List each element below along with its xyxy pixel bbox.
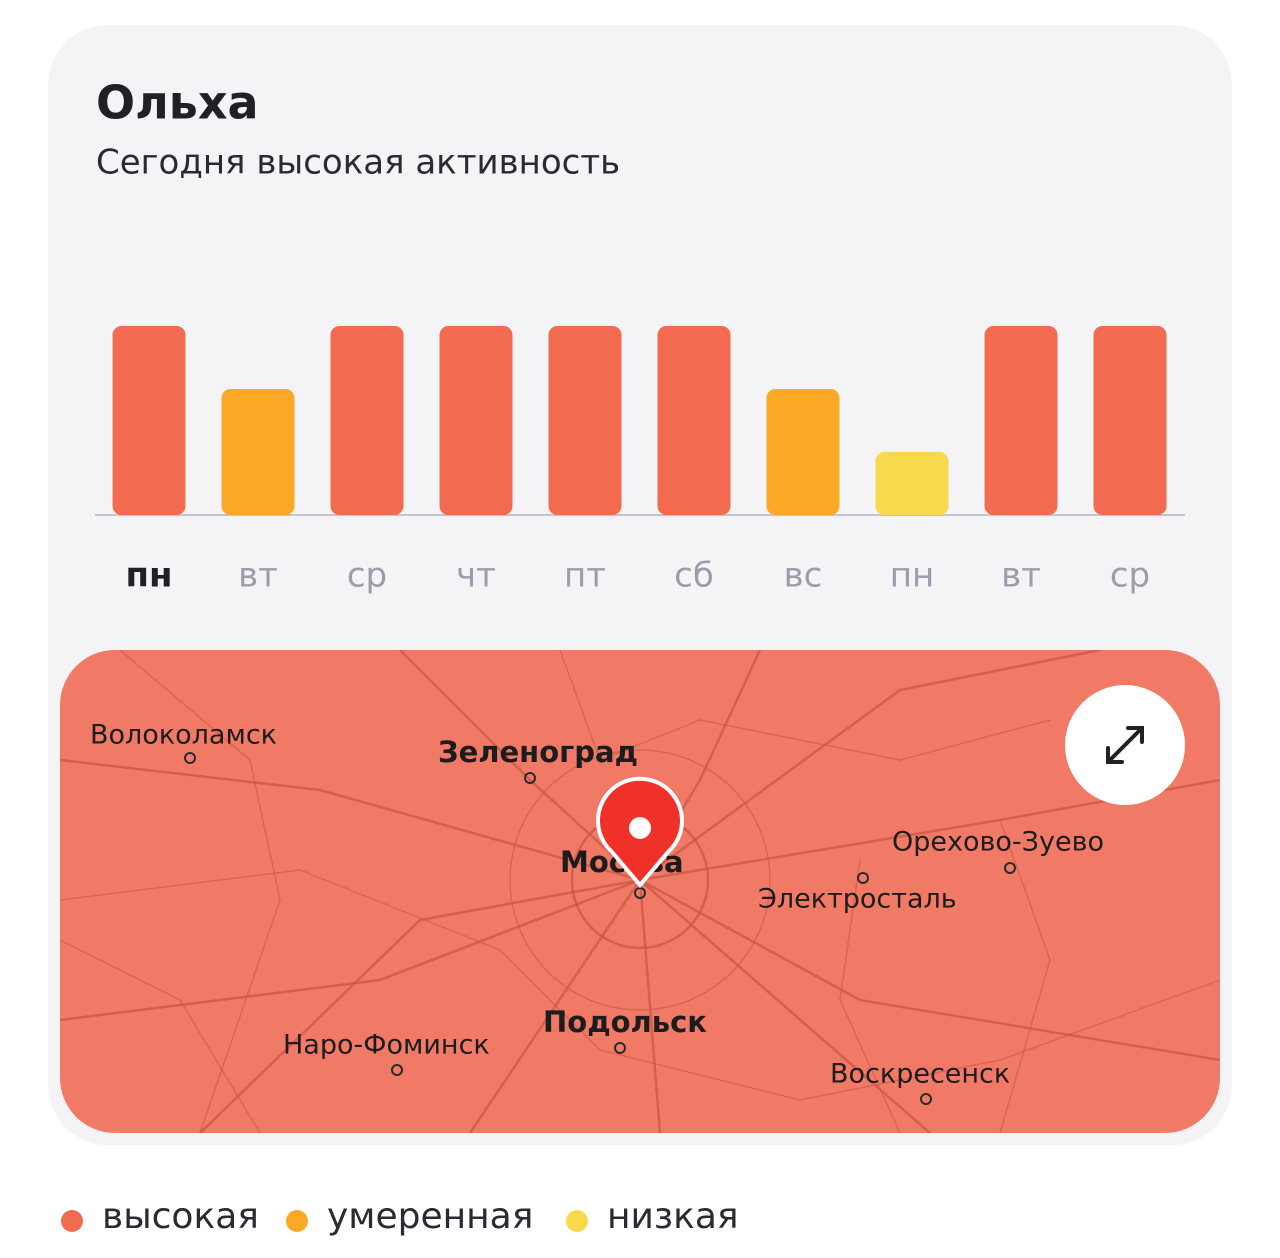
- legend-label: низкая: [607, 1196, 739, 1237]
- x-tick-label: сб: [674, 556, 714, 596]
- x-tick-label: ср: [1110, 556, 1150, 596]
- legend-label: высокая: [102, 1196, 259, 1237]
- roads: [60, 650, 1220, 1133]
- map[interactable]: Волоколамск Зеленоград Москва Орехово-Зу…: [60, 650, 1220, 1133]
- bar: [548, 326, 622, 515]
- bar: [439, 326, 513, 515]
- bar: [221, 389, 295, 515]
- city-label: Волоколамск: [90, 720, 277, 751]
- city-label: Подольск: [543, 1005, 707, 1039]
- city-label: Наро-Фоминск: [283, 1030, 490, 1061]
- bar: [112, 326, 186, 515]
- legend-marker: [61, 1210, 83, 1232]
- city-label: Воскресенск: [830, 1059, 1010, 1090]
- bar: [766, 389, 840, 515]
- x-tick-label: пт: [564, 556, 606, 596]
- x-tick-label: вс: [784, 556, 823, 596]
- pin: [596, 776, 684, 889]
- bar: [1093, 326, 1167, 515]
- legend-marker: [566, 1210, 588, 1232]
- legend-marker: [286, 1210, 308, 1232]
- x-tick-label: вт: [1001, 556, 1041, 596]
- city-label: Электросталь: [758, 884, 957, 915]
- legend-label: умеренная: [327, 1196, 533, 1237]
- expand-button[interactable]: [1065, 685, 1185, 805]
- bar: [657, 326, 731, 515]
- x-tick-label: пн: [890, 556, 934, 596]
- city-dots: [184, 752, 1016, 1105]
- x-tick-label: пн: [126, 556, 173, 596]
- city-label: Зеленоград: [438, 735, 638, 769]
- x-tick-label: вт: [238, 556, 278, 596]
- title: Ольха: [96, 76, 259, 130]
- bar: [330, 326, 404, 515]
- subtitle: Сегодня высокая активность: [96, 143, 620, 183]
- x-tick-label: чт: [456, 556, 496, 596]
- bar: [875, 452, 949, 515]
- x-tick-label: ср: [347, 556, 387, 596]
- bar: [984, 326, 1058, 515]
- city-label: Орехово-Зуево: [892, 827, 1104, 858]
